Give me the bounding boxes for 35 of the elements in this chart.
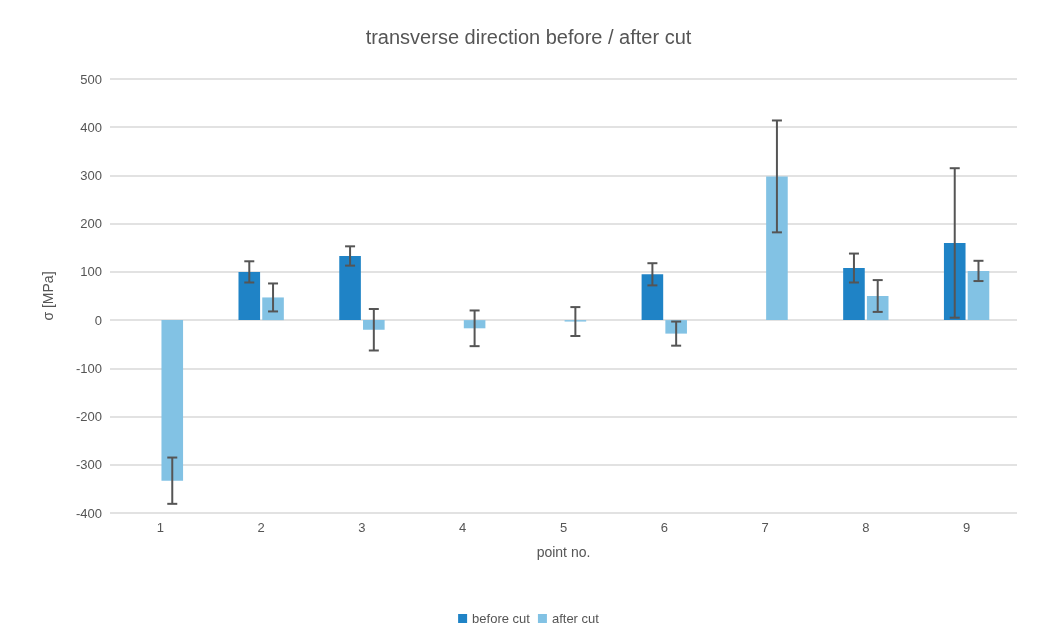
x-tick-label: 9 bbox=[962, 520, 971, 535]
bar bbox=[238, 271, 261, 321]
y-tick-label: 0 bbox=[94, 312, 102, 328]
bar bbox=[766, 176, 788, 321]
y-tick-label: 100 bbox=[80, 264, 102, 280]
x-tick-label: 1 bbox=[156, 520, 165, 535]
bar bbox=[363, 320, 385, 330]
legend-label: before cut bbox=[472, 611, 531, 626]
x-tick-label: 3 bbox=[358, 520, 366, 535]
y-tick-label: 300 bbox=[80, 167, 102, 183]
x-tick-label: 5 bbox=[559, 520, 568, 535]
y-tick-label: -300 bbox=[75, 457, 102, 473]
y-tick-label: 500 bbox=[80, 71, 102, 87]
bar bbox=[967, 270, 990, 321]
y-axis-title: σ [MPa] bbox=[40, 271, 56, 321]
x-tick-label: 6 bbox=[660, 520, 668, 535]
y-tick-label: -400 bbox=[75, 505, 102, 521]
x-tick-label: 8 bbox=[862, 520, 870, 535]
y-tick-label: 200 bbox=[80, 216, 102, 232]
x-tick-label: 7 bbox=[761, 520, 769, 535]
x-axis-title: point no. bbox=[536, 544, 591, 560]
legend-label: after cut bbox=[551, 611, 600, 626]
y-tick-label: -100 bbox=[75, 360, 102, 376]
y-tick-label: -200 bbox=[75, 409, 102, 425]
bar bbox=[641, 274, 664, 321]
chart-title: transverse direction before / after cut bbox=[365, 26, 692, 48]
bar bbox=[843, 268, 865, 321]
bar bbox=[866, 296, 889, 321]
y-tick-label: 400 bbox=[80, 119, 102, 135]
bar bbox=[161, 320, 184, 481]
bar bbox=[943, 242, 966, 321]
x-tick-label: 4 bbox=[459, 520, 467, 535]
x-tick-label: 2 bbox=[257, 520, 265, 535]
bar bbox=[262, 297, 284, 321]
bar bbox=[339, 255, 361, 321]
